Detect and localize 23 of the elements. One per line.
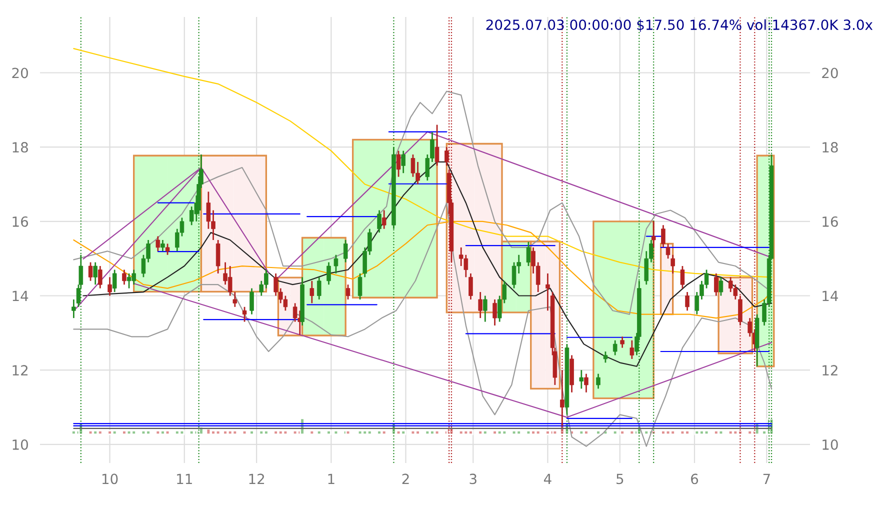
y-tick-label: 18 xyxy=(12,142,28,153)
y2-tick-label: 12 xyxy=(822,365,838,376)
x-tick-label: 1 xyxy=(328,474,334,484)
y-tick-label: 12 xyxy=(12,365,28,376)
y2-tick-label: 20 xyxy=(822,68,838,78)
x-tick-label: 12 xyxy=(249,474,264,484)
x-tick-label: 5 xyxy=(616,474,624,484)
x-tick-label: 4 xyxy=(544,474,552,484)
chart-title: 2025.07.03 00:00:00 $17.50 16.74% vol:14367.0K 3.0x xyxy=(486,19,873,32)
x-tick-label: 11 xyxy=(177,474,192,484)
y2-tick-label: 14 xyxy=(822,290,838,302)
y2-tick-label: 16 xyxy=(822,216,838,227)
y2-tick-label: 18 xyxy=(822,142,838,153)
x-tick-label: 2 xyxy=(402,474,409,484)
y-tick-label: 14 xyxy=(12,290,28,302)
x-tick-label: 7 xyxy=(763,474,770,484)
y2-tick-label: 10 xyxy=(822,439,838,450)
y-tick-label: 10 xyxy=(12,439,28,450)
x-tick-label: 6 xyxy=(691,474,698,484)
x-tick-label: 3 xyxy=(470,474,476,484)
y-tick-label: 20 xyxy=(12,68,28,78)
y-tick-label: 16 xyxy=(12,216,28,227)
x-tick-label: 10 xyxy=(102,474,118,484)
